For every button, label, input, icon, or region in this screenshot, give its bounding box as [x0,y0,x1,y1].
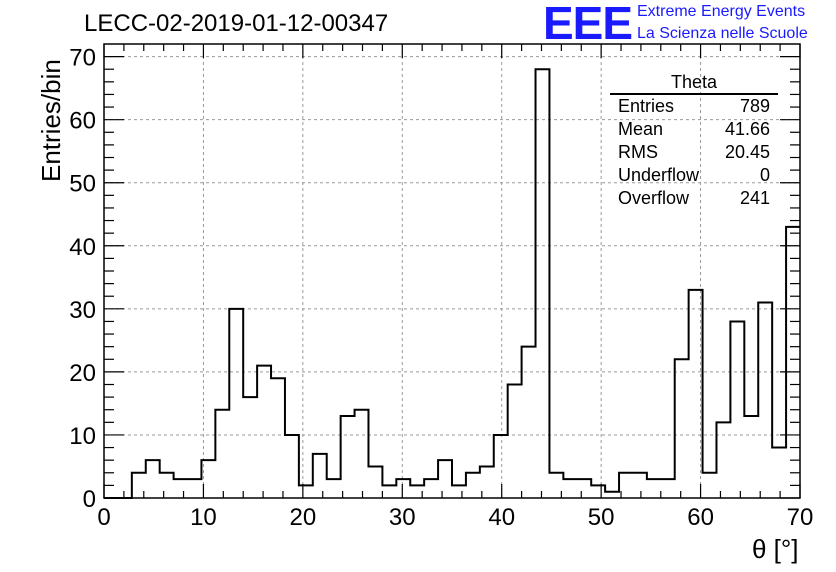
histogram-bin [271,378,285,498]
x-tick-label: 20 [290,504,317,531]
stats-label: RMS [618,142,658,162]
y-tick-label: 70 [69,45,96,72]
histogram-bin [772,448,786,498]
histogram-bin [452,485,466,498]
histogram-bin [716,422,730,498]
stats-row: Underflow 0 [610,164,778,187]
histogram-bin [146,460,160,498]
histogram-bin [160,473,174,498]
histogram-bin [536,69,550,498]
x-axis-label: θ [°] [752,534,799,564]
histogram-bin [368,466,382,498]
x-tick-label: 0 [97,504,110,531]
y-tick-label: 20 [69,360,96,387]
histogram-bin [758,303,772,498]
histogram-bin [577,479,591,498]
x-tick-label: 50 [588,504,615,531]
y-axis-label: Entries/bin [36,59,66,182]
histogram-bin [703,473,717,498]
histogram-bin [243,397,257,498]
histogram-bin [215,410,229,498]
histogram-bin [494,435,508,498]
stats-value: 0 [759,165,770,185]
histogram-bin [661,479,675,498]
x-tick-label: 60 [687,504,714,531]
y-tick-label: 10 [69,423,96,450]
stats-row: RMS 20.45 [610,141,778,164]
histogram-bin [396,479,410,498]
histogram-bin [327,479,341,498]
stats-value: 241 [739,188,770,208]
stats-title: Theta [610,72,778,95]
stats-label: Entries [618,96,675,116]
histogram-bin [466,473,480,498]
histogram-bin [633,473,647,498]
x-tick-label: 40 [488,504,515,531]
logo-line-1: Extreme Energy Events [637,3,806,20]
logo-line-2: La Scienza nelle Scuole [637,25,808,42]
stats-label: Underflow [618,165,700,185]
histogram-bin [285,435,299,498]
x-tick-label: 10 [190,504,217,531]
stats-value: 789 [739,96,770,116]
y-tick-label: 60 [69,108,96,135]
histogram-bin [313,454,327,498]
eee-logo: EEE [543,0,633,49]
histogram-bin [257,366,271,498]
histogram-bin [341,416,355,498]
histogram-bin [786,227,800,498]
stats-row: Overflow 241 [610,187,778,210]
y-tick-label: 40 [69,234,96,261]
histogram-bin [382,485,396,498]
histogram-bin [744,416,758,498]
stats-box: Theta Entries 789 Mean 41.66 RMS 20.45 U… [610,72,778,210]
stats-label: Mean [618,119,664,139]
histogram-bin [438,460,452,498]
histogram-bin [508,385,522,499]
y-tick-label: 50 [69,171,96,198]
histogram-bin [229,309,243,498]
histogram-bin [591,485,605,498]
histogram-bin [299,485,313,498]
histogram-bin [174,479,188,498]
stats-row: Mean 41.66 [610,118,778,141]
stats-label: Overflow [618,188,690,208]
histogram-bin [522,347,536,498]
histogram-bin [675,359,689,498]
stats-row: Entries 789 [610,95,778,118]
y-tick-label: 30 [69,297,96,324]
histogram-bin [563,479,577,498]
stats-value: 41.66 [724,119,770,139]
x-tick-label: 30 [389,504,416,531]
histogram-outline [104,68,800,499]
y-tick-label: 0 [83,486,96,513]
histogram-bin [188,479,202,498]
stats-value: 20.45 [724,142,770,162]
chart-title: LECC-02-2019-01-12-00347 [84,10,389,37]
histogram-bin [424,479,438,498]
histogram-bin [647,479,661,498]
histogram-bin [355,410,369,498]
histogram-bin [730,321,744,498]
x-tick-label: 70 [787,504,814,531]
